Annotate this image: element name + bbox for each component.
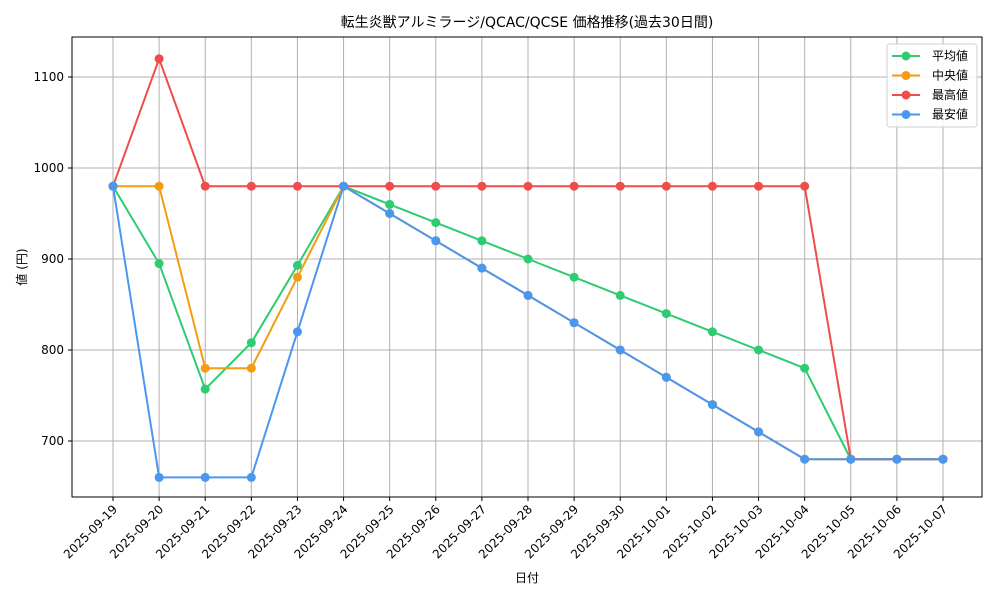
x-axis-label: 日付: [515, 571, 539, 585]
legend-item: 中央値: [892, 68, 968, 83]
data-point-marker: [615, 181, 625, 191]
data-point-marker: [800, 181, 810, 191]
legend-item: 最高値: [892, 87, 968, 102]
data-point-marker: [246, 181, 256, 191]
data-point-marker: [523, 290, 533, 300]
legend-marker-icon: [901, 51, 911, 61]
data-point-marker: [200, 363, 210, 373]
data-point-marker: [938, 454, 948, 464]
data-point-marker: [615, 290, 625, 300]
data-point-marker: [754, 427, 764, 437]
data-point-marker: [385, 199, 395, 209]
data-point-marker: [477, 263, 487, 273]
data-point-marker: [339, 181, 349, 191]
data-point-marker: [615, 345, 625, 355]
data-point-marker: [523, 254, 533, 264]
data-point-marker: [154, 54, 164, 64]
chart-title: 転生炎獣アルミラージ/QCAC/QCSE 価格推移(過去30日間): [341, 15, 714, 31]
legend-label: 平均値: [932, 48, 968, 63]
legend-item: 平均値: [892, 48, 968, 63]
data-point-marker: [246, 338, 256, 348]
series-3: [108, 181, 948, 482]
x-axis-ticks: 2025-09-192025-09-202025-09-212025-09-22…: [61, 497, 950, 561]
legend-frame: [886, 43, 978, 128]
data-point-marker: [892, 454, 902, 464]
data-point-marker: [707, 400, 717, 410]
data-point-marker: [292, 260, 302, 270]
data-point-marker: [154, 472, 164, 482]
data-point-marker: [200, 384, 210, 394]
data-point-marker: [661, 181, 671, 191]
data-series: [108, 54, 948, 482]
y-tick-label: 1000: [33, 161, 64, 175]
data-point-marker: [846, 454, 856, 464]
data-point-marker: [246, 363, 256, 373]
legend-label: 中央値: [932, 68, 968, 83]
data-point-marker: [385, 181, 395, 191]
data-point-marker: [523, 181, 533, 191]
data-point-marker: [431, 181, 441, 191]
legend-label: 最高値: [932, 87, 968, 102]
data-point-marker: [246, 472, 256, 482]
series-2: [108, 54, 948, 464]
data-point-marker: [754, 181, 764, 191]
legend-item: 最安値: [892, 107, 968, 122]
data-point-marker: [292, 181, 302, 191]
y-tick-label: 900: [41, 252, 64, 266]
data-point-marker: [569, 181, 579, 191]
data-point-marker: [154, 259, 164, 269]
legend-marker-icon: [901, 71, 911, 80]
data-point-marker: [108, 181, 118, 191]
data-point-marker: [800, 363, 810, 373]
y-tick-label: 1100: [33, 70, 64, 84]
data-point-marker: [661, 372, 671, 382]
y-axis-ticks: 700 800 900 1000 1100: [33, 70, 72, 448]
data-point-marker: [477, 181, 487, 191]
data-point-marker: [800, 454, 810, 464]
data-point-marker: [707, 181, 717, 191]
data-point-marker: [477, 236, 487, 246]
data-point-marker: [431, 218, 441, 228]
data-point-marker: [707, 327, 717, 337]
plot-area-frame: [71, 36, 983, 498]
data-point-marker: [754, 345, 764, 355]
data-point-marker: [154, 181, 164, 191]
data-point-marker: [200, 472, 210, 482]
y-tick-label: 800: [41, 343, 64, 357]
legend-marker-icon: [901, 110, 911, 119]
data-point-marker: [292, 327, 302, 337]
data-point-marker: [385, 209, 395, 218]
legend-label: 最安値: [932, 107, 968, 122]
data-point-marker: [200, 181, 210, 191]
y-axis-label: 値 (円): [14, 248, 29, 285]
data-point-marker: [431, 236, 441, 246]
legend-marker-icon: [901, 90, 911, 100]
y-tick-label: 700: [41, 434, 64, 448]
data-point-marker: [292, 272, 302, 282]
data-point-marker: [661, 309, 671, 319]
data-point-marker: [569, 272, 579, 282]
data-point-marker: [569, 318, 579, 328]
